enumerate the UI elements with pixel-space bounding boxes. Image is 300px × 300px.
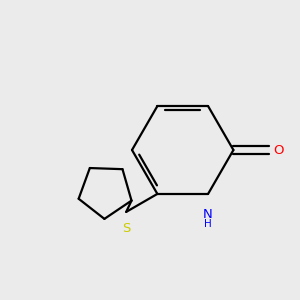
Text: S: S (122, 222, 130, 236)
Text: N: N (203, 208, 213, 221)
Text: H: H (204, 219, 212, 230)
Text: O: O (273, 143, 284, 157)
